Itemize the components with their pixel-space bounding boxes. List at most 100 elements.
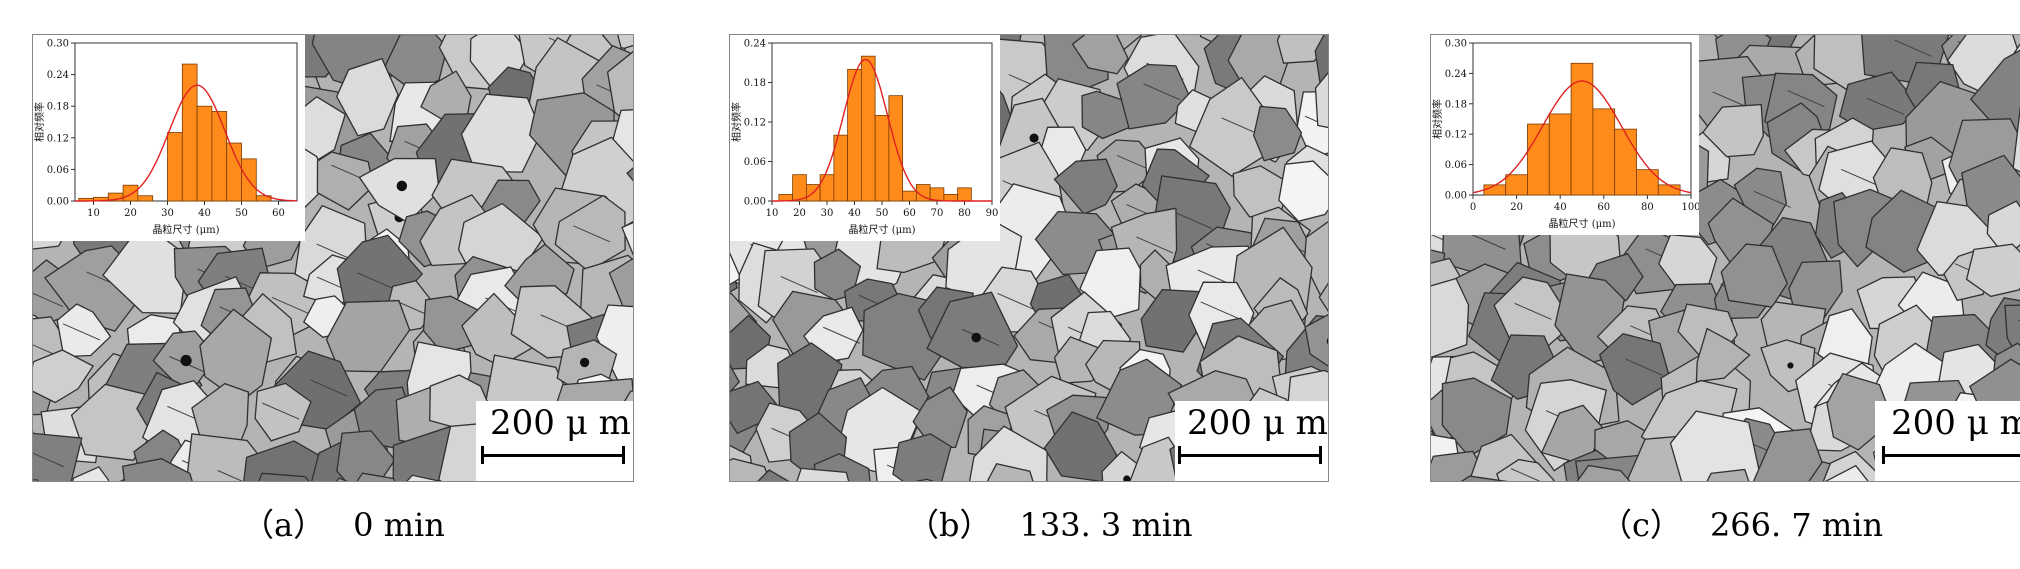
fit-curve	[1472, 80, 1692, 194]
scale-bar	[1179, 454, 1321, 457]
histogram-bar	[902, 190, 917, 202]
x-tick-label: 40	[1554, 202, 1567, 213]
y-axis-label: 相对频率	[33, 102, 46, 142]
scale-bar-box-c: 200 μ m	[1875, 401, 2020, 481]
y-tick-label: 0.24	[744, 39, 766, 50]
y-axis-label: 相对频率	[1431, 99, 1444, 139]
y-tick-label: 0.18	[744, 78, 766, 89]
histogram-bar	[1505, 174, 1528, 196]
histogram-bar	[181, 63, 198, 202]
y-tick-label: 0.12	[744, 118, 766, 129]
histogram-bar	[122, 184, 139, 202]
x-axis-label: 晶粒尺寸 (μm)	[1549, 217, 1616, 230]
histogram-bar	[1636, 169, 1659, 196]
histogram-chart-c: 0.00 0.06 0.12 0.18 0.24 0.30 0 20 40 60 80 100 晶粒尺寸…	[1431, 39, 1701, 231]
caption-time: 133. 3 min	[1019, 506, 1193, 544]
histogram-bar	[860, 55, 876, 202]
histogram-bar	[1548, 113, 1572, 196]
x-tick-label: 20	[1510, 202, 1523, 213]
x-axis-label: 晶粒尺寸 (μm)	[849, 223, 916, 236]
caption-time: 0 min	[353, 506, 445, 544]
scale-bar	[1883, 454, 2020, 457]
y-tick-label: 0.00	[47, 197, 69, 208]
scale-bar-label: 200 μ m	[1891, 403, 2020, 443]
y-tick-label: 0.06	[1445, 160, 1467, 171]
micrograph-b: 0.00 0.06 0.12 0.18 0.24 10 20 30 40 50 60 70 80 90 晶粒…	[729, 34, 1329, 482]
x-tick-label: 50	[876, 208, 889, 219]
x-tick-label: 0	[1470, 202, 1476, 213]
micrograph-c: 0.00 0.06 0.12 0.18 0.24 0.30 0 20 40 60 80 100 晶粒尺寸…	[1430, 34, 2020, 482]
x-tick-label: 60	[903, 208, 916, 219]
y-tick-label: 0.24	[47, 70, 69, 81]
scale-bar-box-b: 200 μ m	[1175, 401, 1328, 481]
x-tick-label: 60	[272, 208, 285, 219]
y-tick-label: 0.06	[47, 165, 69, 176]
caption-a: （a） 0 min	[242, 500, 473, 546]
histogram-bar	[1614, 128, 1637, 196]
histogram-bar	[1483, 184, 1507, 196]
grain-texture	[1431, 35, 2020, 481]
x-tick-label: 10	[87, 208, 100, 219]
panel-a: 0.00 0.06 0.12 0.18 0.24 0.30 10 20 30 40 50 60 晶粒尺寸…	[32, 0, 672, 569]
scale-bar-tick	[1178, 446, 1181, 464]
panel-b: 0.00 0.06 0.12 0.18 0.24 10 20 30 40 50 60 70 80 90 晶粒…	[729, 0, 1369, 569]
y-tick-label: 0.12	[1445, 130, 1467, 141]
histogram-chart-a: 0.00 0.06 0.12 0.18 0.24 0.30 10 20 30 40 50 60 晶粒尺寸…	[33, 39, 298, 236]
y-tick-label: 0.30	[47, 39, 69, 50]
histogram-bar	[943, 194, 959, 202]
histogram-inset-b: 0.00 0.06 0.12 0.18 0.24 10 20 30 40 50 60 70 80 90 晶粒…	[730, 35, 1000, 241]
y-tick-label: 0.18	[47, 102, 69, 113]
histogram-bar	[819, 174, 835, 202]
y-tick-label: 0.06	[744, 157, 766, 168]
x-axis-label: 晶粒尺寸 (μm)	[153, 223, 220, 236]
x-tick-label: 40	[198, 208, 211, 219]
y-tick-label: 0.00	[744, 197, 766, 208]
histogram-chart-b: 0.00 0.06 0.12 0.18 0.24 10 20 30 40 50 60 70 80 90 晶粒…	[730, 39, 998, 237]
x-tick-label: 60	[1597, 202, 1610, 213]
x-tick-label: 20	[124, 208, 137, 219]
scale-bar	[482, 454, 624, 457]
panel-c: 0.00 0.06 0.12 0.18 0.24 0.30 0 20 40 60 80 100 晶粒尺寸…	[1430, 0, 2020, 569]
fit-curve	[772, 58, 992, 202]
caption-letter: （c）	[1600, 506, 1682, 544]
x-tick-label: 30	[161, 208, 174, 219]
scale-bar-tick	[481, 446, 484, 464]
scale-bar-tick	[1319, 446, 1322, 464]
x-tick-label: 30	[821, 208, 834, 219]
x-tick-label: 80	[958, 208, 971, 219]
scale-bar-box-a: 200 μ m	[476, 401, 633, 481]
histogram-bar	[792, 174, 807, 202]
histogram-bar	[874, 115, 890, 202]
caption-time: 266. 7 min	[1709, 506, 1884, 544]
x-tick-label: 40	[848, 208, 861, 219]
y-tick-label: 0.18	[1445, 99, 1467, 110]
histogram-bar	[1657, 184, 1681, 196]
scale-bar-label: 200 μ m	[1187, 403, 1328, 443]
caption-b: （b） 133. 3 min	[907, 500, 1221, 546]
scale-bar-tick	[622, 446, 625, 464]
fit-curve	[75, 84, 297, 202]
scale-bar-tick	[1882, 446, 1885, 464]
x-tick-label: 80	[1641, 202, 1654, 213]
y-axis-label: 相对频率	[730, 102, 743, 142]
y-tick-label: 0.30	[1445, 39, 1467, 50]
y-tick-label: 0.24	[1445, 69, 1467, 80]
histogram-bar	[957, 187, 972, 202]
histogram-bar	[167, 132, 183, 202]
y-tick-label: 0.00	[1445, 191, 1467, 202]
histogram-inset-a: 0.00 0.06 0.12 0.18 0.24 0.30 10 20 30 40 50 60 晶粒尺寸…	[33, 35, 305, 241]
caption-letter: （b）	[907, 506, 992, 544]
x-tick-label: 50	[235, 208, 248, 219]
histogram-bar	[1592, 108, 1616, 196]
histogram-bar	[137, 195, 154, 202]
histogram-inset-c: 0.00 0.06 0.12 0.18 0.24 0.30 0 20 40 60 80 100 晶粒尺寸…	[1431, 35, 1701, 235]
x-tick-label: 10	[766, 208, 779, 219]
micrograph-a: 0.00 0.06 0.12 0.18 0.24 0.30 10 20 30 40 50 60 晶粒尺寸…	[32, 34, 634, 482]
histogram-bar	[196, 105, 213, 202]
caption-c: （c） 266. 7 min	[1600, 500, 1911, 546]
x-tick-label: 100	[1681, 202, 1699, 213]
y-tick-label: 0.12	[47, 133, 69, 144]
histogram-bar	[211, 111, 228, 202]
x-tick-label: 20	[793, 208, 806, 219]
x-tick-label: 70	[931, 208, 944, 219]
